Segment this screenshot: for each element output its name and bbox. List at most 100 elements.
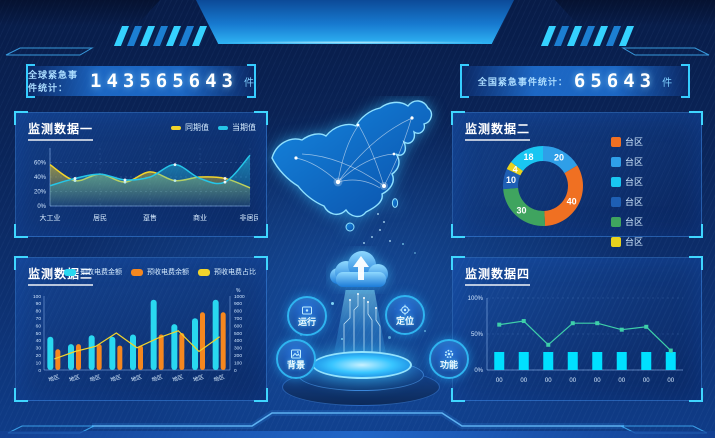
function-button[interactable]: 功能 bbox=[429, 339, 469, 379]
run-button[interactable]: 运行 bbox=[287, 296, 327, 336]
svg-text:10: 10 bbox=[506, 175, 516, 185]
svg-text:20%: 20% bbox=[34, 190, 47, 196]
svg-text:300: 300 bbox=[234, 346, 242, 352]
bar-line-chart: 0% 50% 100% 00 00 00 00 00 00 00 00 bbox=[468, 296, 683, 384]
function-button-label: 功能 bbox=[439, 360, 458, 370]
svg-text:00: 00 bbox=[545, 378, 552, 384]
header-corner-right bbox=[555, 0, 715, 26]
panel-monitor-3: 监测数据三 预收电费金额 预收电费余额 预收电费占比 0 10 20 30 40 50 60 70… bbox=[14, 256, 268, 402]
counter-label: 全球紧急事件统计： bbox=[28, 70, 79, 93]
counter-value: 65643 bbox=[573, 70, 657, 92]
svg-text:地区: 地区 bbox=[171, 372, 184, 383]
svg-text:900: 900 bbox=[234, 301, 242, 307]
panel-monitor-2: 监测数据二 台区 台区 台区 台区 台区 台区 20 40 30 10 4 18 bbox=[451, 111, 703, 247]
svg-text:00: 00 bbox=[520, 378, 527, 384]
svg-text:00: 00 bbox=[643, 378, 650, 384]
pedestal-top-disc bbox=[312, 351, 412, 379]
svg-text:30: 30 bbox=[517, 205, 527, 215]
svg-text:20: 20 bbox=[36, 353, 42, 359]
legend-item[interactable]: 预收电费占比 bbox=[198, 267, 256, 277]
edge-chevron-top-left bbox=[5, 47, 94, 56]
panel-monitor-4: 监测数据四 0% 50% 100% 00 00 00 00 00 00 00 00 bbox=[451, 256, 703, 402]
svg-text:0: 0 bbox=[38, 368, 41, 374]
counter-unit: 件 bbox=[244, 77, 254, 89]
svg-text:地区: 地区 bbox=[213, 372, 226, 383]
svg-text:4: 4 bbox=[513, 164, 518, 174]
svg-text:60%: 60% bbox=[34, 161, 47, 167]
chart-legend: 台区 台区 台区 台区 台区 台区 bbox=[611, 135, 643, 248]
counter-value: 143565643 bbox=[90, 70, 238, 92]
legend-item[interactable]: 预收电费余额 bbox=[131, 267, 189, 277]
header-stripes-left bbox=[113, 26, 208, 46]
svg-text:地区: 地区 bbox=[109, 372, 122, 383]
svg-text:40: 40 bbox=[36, 338, 42, 344]
svg-text:10: 10 bbox=[36, 360, 42, 366]
svg-text:地区: 地区 bbox=[192, 372, 205, 383]
legend-item[interactable]: 台区 bbox=[611, 235, 643, 248]
background-button[interactable]: 背景 bbox=[276, 339, 316, 379]
svg-text:商业: 商业 bbox=[193, 213, 207, 222]
svg-text:700: 700 bbox=[234, 316, 242, 322]
image-icon bbox=[291, 349, 301, 359]
svg-text:00: 00 bbox=[594, 378, 601, 384]
header-corner-left bbox=[0, 0, 160, 26]
run-button-label: 运行 bbox=[297, 317, 316, 327]
svg-text:大工业: 大工业 bbox=[40, 213, 61, 222]
legend-item[interactable]: 台区 bbox=[611, 195, 643, 208]
chart-legend: 同期值 当期值 bbox=[171, 122, 256, 133]
header-banner bbox=[196, 0, 514, 44]
svg-text:40: 40 bbox=[567, 196, 577, 206]
bracket-right-icon bbox=[681, 64, 690, 98]
legend-item[interactable]: 台区 bbox=[611, 175, 643, 188]
upload-arrow-icon bbox=[353, 256, 369, 280]
legend-item[interactable]: 预收电费金额 bbox=[64, 267, 122, 277]
data-beam bbox=[333, 290, 387, 356]
legend-item[interactable]: 同期值 bbox=[171, 122, 209, 133]
gear-icon bbox=[444, 349, 454, 359]
chart-legend: 预收电费金额 预收电费余额 预收电费占比 bbox=[64, 267, 256, 277]
map-nodes bbox=[294, 116, 414, 190]
bracket-right-icon bbox=[247, 64, 256, 98]
svg-text:90: 90 bbox=[36, 301, 42, 307]
svg-text:70: 70 bbox=[36, 316, 42, 322]
bracket-left-icon bbox=[460, 64, 469, 98]
china-outline bbox=[271, 100, 433, 218]
svg-text:100: 100 bbox=[234, 360, 242, 366]
bracket-left-icon bbox=[26, 64, 35, 98]
panel-title: 监测数据四 bbox=[465, 265, 531, 286]
svg-text:500: 500 bbox=[234, 331, 242, 337]
flight-arcs bbox=[295, 115, 413, 189]
header-stripes-right bbox=[540, 26, 635, 46]
svg-text:20: 20 bbox=[554, 153, 564, 163]
svg-text:400: 400 bbox=[234, 338, 242, 344]
svg-text:50%: 50% bbox=[471, 332, 484, 338]
cloud-upload-graphic bbox=[326, 246, 396, 299]
svg-text:100%: 100% bbox=[468, 296, 484, 302]
panel-monitor-1: 监测数据一 同期值 当期值 0% 20% 40% 60% 大工业 居民 趸售 商业 非居民 bbox=[14, 111, 268, 238]
svg-text:00: 00 bbox=[667, 378, 674, 384]
legend-item[interactable]: 台区 bbox=[611, 135, 643, 148]
svg-text:地区: 地区 bbox=[68, 372, 81, 383]
legend-item[interactable]: 当期值 bbox=[218, 122, 256, 133]
counter-unit: 件 bbox=[662, 77, 673, 89]
svg-text:800: 800 bbox=[234, 309, 242, 315]
svg-text:40%: 40% bbox=[34, 175, 47, 181]
panel-title: 监测数据二 bbox=[465, 120, 531, 141]
panel-title: 监测数据一 bbox=[28, 120, 94, 141]
legend-item[interactable]: 台区 bbox=[611, 215, 643, 228]
legend-item[interactable]: 台区 bbox=[611, 155, 643, 168]
locate-button[interactable]: 定位 bbox=[385, 295, 425, 335]
panel-title: 监测数据三 bbox=[28, 265, 94, 286]
hainan-island bbox=[345, 222, 355, 232]
svg-text:非居民: 非居民 bbox=[240, 213, 259, 222]
svg-text:50: 50 bbox=[36, 331, 42, 337]
monitor-icon bbox=[302, 306, 312, 315]
edge-chevron-top-right bbox=[621, 47, 710, 56]
svg-text:1000: 1000 bbox=[234, 294, 245, 300]
svg-text:00: 00 bbox=[618, 378, 625, 384]
svg-text:地区: 地区 bbox=[151, 372, 164, 383]
area-chart: 0% 20% 40% 60% 大工业 居民 趸售 商业 非居民 bbox=[34, 148, 259, 222]
footer-band bbox=[0, 431, 715, 438]
global-emergency-counter: 全球紧急事件统计： 143565643 件 bbox=[26, 64, 256, 98]
bar-line-chart: 0102030405060708090100010020030040050060… bbox=[33, 288, 245, 384]
